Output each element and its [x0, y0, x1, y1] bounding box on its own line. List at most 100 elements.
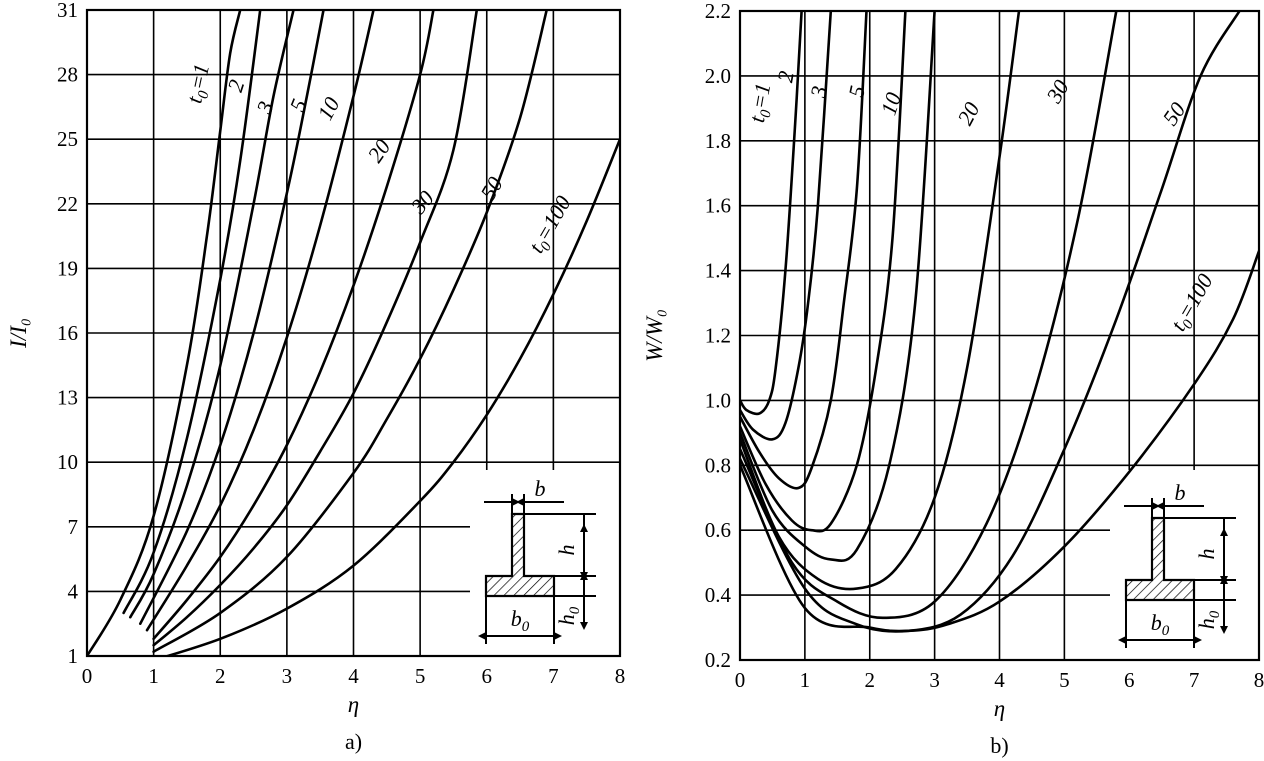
y-tick-label: 0.6 [705, 518, 731, 542]
x-tick-label: 7 [1189, 668, 1200, 692]
curve-label-9: t0=100 [523, 191, 579, 259]
x-tick-label: 1 [800, 668, 811, 692]
series-line-2 [122, 10, 262, 615]
panel-caption: b) [990, 733, 1008, 758]
series-line-4 [139, 10, 325, 625]
y-tick-label: 4 [68, 579, 79, 603]
plot-frame [738, 9, 1261, 662]
y-tick-label: 1.4 [705, 259, 732, 283]
y-tick-label: 10 [57, 450, 78, 474]
curve-label-5: 10 [312, 93, 344, 124]
curve-label-4: 5 [843, 83, 870, 99]
y-tick-label: 31 [57, 0, 78, 22]
series-line-8 [740, 11, 1241, 633]
y-tick-label: 0.8 [705, 453, 731, 477]
panel-caption: a) [345, 729, 362, 754]
y-tick-label: 1 [68, 644, 79, 668]
series-line-3 [740, 11, 868, 490]
y-tick-label: 25 [57, 127, 78, 151]
y-tick-label: 1.6 [705, 194, 731, 218]
inset-label-h: h [554, 545, 579, 556]
series-line-7 [152, 10, 479, 647]
x-tick-label: 4 [348, 664, 359, 688]
inset-label-b0: b0 [511, 606, 530, 635]
inset-label-h0: h0 [554, 606, 583, 625]
curve-label-9: t0=100 [1165, 269, 1221, 337]
y-tick-label: 1.8 [705, 129, 731, 153]
x-tick-label: 2 [865, 668, 876, 692]
x-tick-label: 5 [1059, 668, 1070, 692]
x-axis-label: η [994, 696, 1005, 721]
inset-label-h: h [1194, 549, 1219, 560]
plot-frame [85, 8, 622, 658]
series-line-9 [740, 249, 1259, 633]
curve-label-1: t0=1 [744, 81, 779, 125]
curve-label-3: 3 [251, 98, 279, 118]
x-tick-label: 8 [615, 664, 626, 688]
inset-label-h0: h0 [1194, 610, 1223, 629]
curve-label-3: 3 [805, 84, 832, 100]
series-line-3 [129, 10, 295, 619]
y-axis-label: I/I₀ [6, 318, 31, 349]
series-line-5 [145, 10, 375, 632]
series-line-8 [152, 10, 548, 653]
x-tick-label: 7 [548, 664, 559, 688]
y-tick-label: 2.0 [705, 64, 731, 88]
inset-label-b: b [535, 476, 546, 501]
x-tick-label: 3 [929, 668, 940, 692]
tee-section [484, 512, 556, 598]
curve-label-2: 2 [772, 69, 799, 84]
series-line-5 [740, 11, 936, 562]
cross-section-inset: b h b0 h0 [1118, 480, 1236, 648]
x-tick-label: 6 [482, 664, 493, 688]
x-tick-label: 0 [82, 664, 93, 688]
y-tick-label: 0.4 [705, 583, 732, 607]
series-line-6 [740, 11, 1021, 591]
inset-label-b0: b0 [1151, 610, 1170, 639]
x-tick-label: 6 [1124, 668, 1135, 692]
y-tick-label: 0.2 [705, 648, 731, 672]
curve-label-8: 50 [475, 172, 508, 204]
series-line-7 [740, 11, 1118, 620]
curve-label-6: 20 [952, 98, 984, 129]
tick-labels: 0 1 2 3 4 5 6 7 80.20.40.60.81.01.21.41.61.82.02… [705, 0, 1264, 692]
y-tick-label: 1.0 [705, 388, 731, 412]
curve-label-8: 50 [1157, 98, 1190, 130]
y-tick-label: 19 [57, 256, 78, 280]
series-line-4 [740, 11, 907, 533]
series-group [87, 10, 620, 656]
curve-label-7: 30 [405, 186, 439, 220]
grid [87, 10, 620, 656]
x-axis-label: η [348, 692, 359, 717]
series-line-2 [740, 11, 833, 441]
series-line-9 [163, 137, 620, 656]
y-tick-label: 7 [68, 515, 79, 539]
x-tick-label: 5 [415, 664, 426, 688]
y-axis-label: W/W₀ [642, 309, 667, 362]
x-tick-label: 3 [282, 664, 293, 688]
y-tick-label: 13 [57, 386, 78, 410]
series-line-1 [740, 11, 803, 416]
series-group [740, 11, 1259, 633]
y-tick-label: 28 [57, 63, 78, 87]
tee-section [1124, 516, 1196, 602]
x-tick-label: 1 [148, 664, 159, 688]
x-tick-label: 4 [994, 668, 1005, 692]
x-tick-label: 8 [1254, 668, 1264, 692]
series-line-6 [152, 10, 435, 641]
x-tick-label: 2 [215, 664, 226, 688]
series-line-1 [87, 10, 242, 656]
y-tick-label: 22 [57, 192, 78, 216]
y-tick-label: 1.2 [705, 324, 731, 348]
x-tick-label: 0 [735, 668, 746, 692]
cross-section-inset: b h b0 h0 [478, 476, 596, 644]
inset-label-b: b [1175, 480, 1186, 505]
chart-b: 0 1 2 3 4 5 6 7 80.20.40.60.81.01.21.41.61.82.02… [642, 0, 1264, 758]
curve-label-1: t0=1 [181, 62, 218, 107]
curve-label-2: 2 [222, 77, 249, 95]
y-tick-label: 2.2 [705, 0, 731, 23]
